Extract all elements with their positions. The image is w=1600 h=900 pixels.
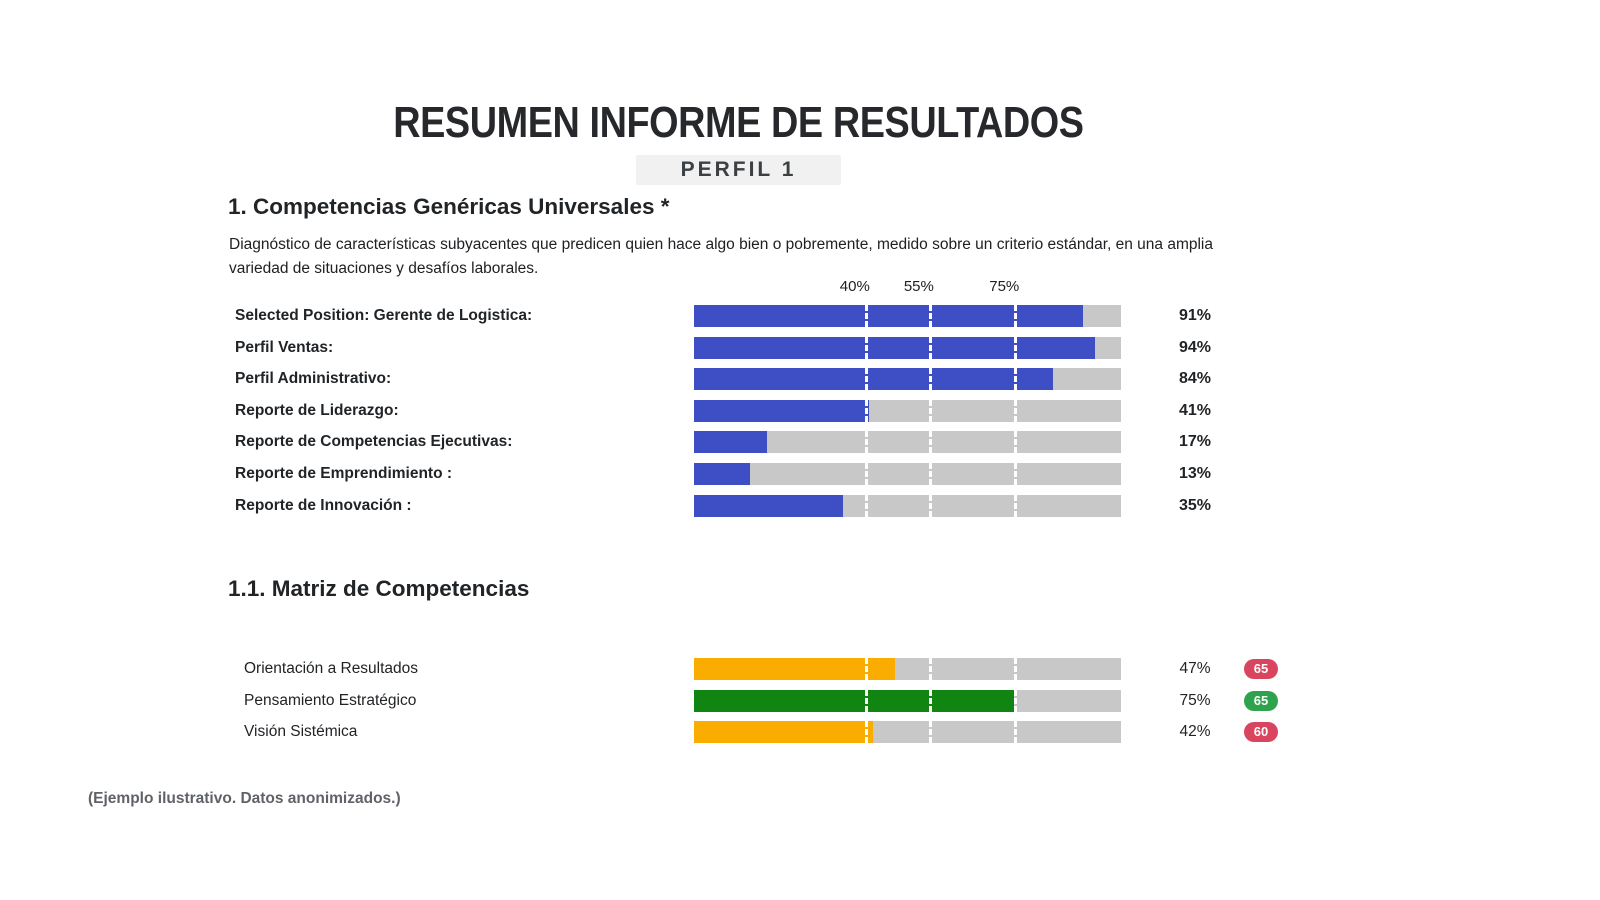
- threshold-tick: [1014, 368, 1018, 391]
- row-label: Pensamiento Estratégico: [244, 691, 417, 709]
- competencia-row: Reporte de Liderazgo: 41%: [0, 399, 1600, 422]
- row-label: Reporte de Innovación :: [235, 496, 412, 514]
- row-label: Visión Sistémica: [244, 723, 358, 741]
- score-badge: 60: [1244, 722, 1278, 743]
- row-percentage: 42%: [1179, 723, 1211, 741]
- bar-fill: [694, 336, 1096, 359]
- bar-track: [694, 689, 1121, 712]
- matriz-row: Pensamiento Estratégico 75% 65: [0, 689, 1600, 712]
- competencia-row: Selected Position: Gerente de Logistica:…: [0, 305, 1600, 327]
- threshold-tick: [1014, 494, 1018, 517]
- row-label: Perfil Administrativo:: [235, 370, 392, 388]
- competencia-row: Reporte de Competencias Ejecutivas: 17%: [0, 431, 1600, 454]
- threshold-tick: [864, 336, 868, 359]
- threshold-tick: [928, 494, 932, 517]
- bar-track: [694, 721, 1121, 744]
- bar-track: [694, 399, 1121, 422]
- threshold-tick: [1014, 462, 1018, 485]
- threshold-tick: [1014, 431, 1018, 454]
- threshold-tick: [864, 431, 868, 454]
- axis-tick-label: 75%: [989, 278, 1020, 295]
- row-label: Reporte de Liderazgo:: [235, 401, 399, 419]
- row-percentage: 91%: [1178, 307, 1212, 324]
- footnote: (Ejemplo ilustrativo. Datos anonimizados…: [88, 790, 401, 807]
- row-percentage: 47%: [1179, 660, 1211, 677]
- row-label: Orientación a Resultados: [244, 660, 419, 677]
- threshold-tick: [928, 658, 932, 680]
- threshold-tick: [864, 494, 868, 517]
- threshold-tick: [864, 368, 868, 391]
- threshold-tick: [864, 305, 868, 327]
- threshold-tick: [864, 462, 868, 485]
- section-1-1-heading: 1.1. Matriz de Competencias: [228, 576, 530, 601]
- threshold-tick: [928, 368, 932, 391]
- threshold-tick: [864, 689, 868, 712]
- axis-tick-label: 55%: [903, 278, 934, 295]
- section-1-description: Diagnóstico de características subyacent…: [229, 236, 1214, 277]
- bar-fill: [694, 658, 895, 680]
- row-label: Reporte de Emprendimiento :: [235, 464, 453, 482]
- row-percentage: 13%: [1178, 464, 1212, 482]
- threshold-tick: [1014, 689, 1018, 712]
- matriz-bar-chart: Orientación a Resultados 47% 65 Pensamiento…: [0, 658, 1600, 753]
- subtitle-highlight: PERFIL 1: [635, 155, 842, 185]
- threshold-tick: [1014, 336, 1018, 359]
- bar-track: [694, 305, 1121, 327]
- bar-fill: [694, 431, 767, 454]
- threshold-tick: [1014, 305, 1018, 327]
- competencia-row: Perfil Ventas: 94%: [0, 336, 1600, 359]
- bar-track: [694, 658, 1121, 680]
- bar-fill: [694, 721, 874, 744]
- section-1-heading: 1. Competencias Genéricas Universales *: [228, 194, 670, 219]
- threshold-tick: [1014, 658, 1018, 680]
- bar-fill: [694, 399, 870, 422]
- row-percentage: 17%: [1178, 433, 1212, 451]
- threshold-tick: [928, 689, 932, 712]
- bar-track: [694, 494, 1121, 517]
- threshold-tick: [928, 305, 932, 327]
- threshold-tick: [1014, 721, 1018, 744]
- competencias-bar-chart: Selected Position: Gerente de Logistica:…: [0, 305, 1600, 526]
- bar-fill: [694, 462, 750, 485]
- row-percentage: 41%: [1178, 401, 1212, 419]
- bar-track: [694, 368, 1121, 391]
- threshold-tick: [928, 462, 932, 485]
- competencia-row: Reporte de Emprendimiento : 13%: [0, 462, 1600, 485]
- threshold-tick: [864, 721, 868, 744]
- bar-fill: [694, 494, 844, 517]
- bar-track: [694, 462, 1121, 485]
- bar-track: [694, 336, 1121, 359]
- competencia-row: Reporte de Innovación : 35%: [0, 494, 1600, 517]
- row-percentage: 35%: [1178, 496, 1212, 514]
- threshold-tick: [1014, 399, 1018, 422]
- bar-fill: [694, 305, 1083, 327]
- bar-fill: [694, 368, 1053, 391]
- row-label: Reporte de Competencias Ejecutivas:: [235, 433, 513, 451]
- competencia-row: Perfil Administrativo: 84%: [0, 368, 1600, 391]
- score-badge: 65: [1244, 690, 1278, 711]
- chart-axis-labels: 40% 55% 75%: [0, 279, 1600, 297]
- axis-tick-label: 40%: [839, 278, 870, 295]
- row-label: Selected Position: Gerente de Logistica:: [235, 307, 533, 324]
- threshold-tick: [928, 399, 932, 422]
- bar-track: [694, 431, 1121, 454]
- threshold-tick: [928, 336, 932, 359]
- bar-fill: [694, 689, 1015, 712]
- subtitle-area: PERFIL 1: [0, 155, 1477, 185]
- threshold-tick: [928, 721, 932, 744]
- threshold-tick: [928, 431, 932, 454]
- row-percentage: 84%: [1178, 370, 1212, 388]
- page-title: RESUMEN INFORME DE RESULTADOS: [393, 98, 1084, 147]
- page-subtitle: PERFIL 1: [680, 158, 797, 181]
- matriz-row: Orientación a Resultados 47% 65: [0, 658, 1600, 680]
- row-percentage: 94%: [1178, 338, 1212, 356]
- matriz-row: Visión Sistémica 42% 60: [0, 721, 1600, 744]
- score-badge: 65: [1244, 659, 1278, 679]
- row-percentage: 75%: [1179, 691, 1211, 709]
- title-area: RESUMEN INFORME DE RESULTADOS: [0, 101, 1477, 145]
- row-label: Perfil Ventas:: [235, 338, 334, 356]
- threshold-tick: [864, 658, 868, 680]
- threshold-tick: [864, 399, 868, 422]
